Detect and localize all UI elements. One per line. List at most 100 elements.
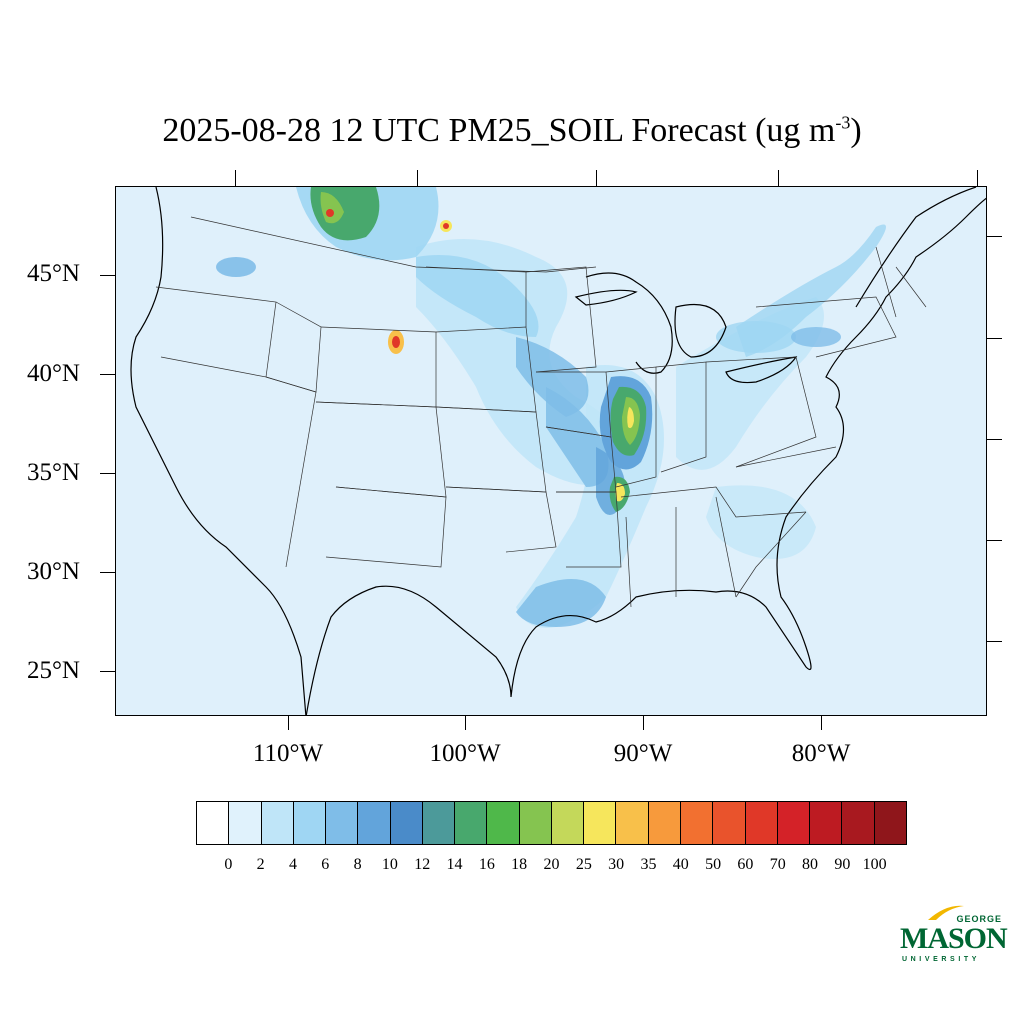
colorbar xyxy=(196,801,907,845)
border-arkansas-louisiana xyxy=(556,491,622,568)
colorbar-cell xyxy=(713,802,746,844)
right-tick xyxy=(987,236,1002,237)
border-oregon xyxy=(155,286,277,378)
top-tick xyxy=(977,170,978,186)
colorbar-label: 2 xyxy=(256,856,265,873)
top-tick xyxy=(417,170,418,186)
pm25-field xyxy=(216,187,886,628)
lon-tick xyxy=(465,716,466,730)
border-tennessee xyxy=(620,486,807,518)
colorbar-cell xyxy=(326,802,359,844)
colorbar-label: 16 xyxy=(478,856,495,873)
border-new-england xyxy=(875,246,927,318)
colorbar-label: 8 xyxy=(353,856,362,873)
colorbar-label: 20 xyxy=(543,856,560,873)
colorbar-label: 6 xyxy=(321,856,330,873)
border-gulf-states xyxy=(625,496,737,608)
plume-southeast xyxy=(706,485,816,559)
state-borders xyxy=(155,216,927,608)
lat-tick xyxy=(100,374,115,375)
border-new-mexico xyxy=(325,486,447,568)
colorbar-cell xyxy=(229,802,262,844)
hotspot-wyoming-core xyxy=(392,336,400,348)
colorbar-label: 25 xyxy=(575,856,592,873)
map-title: 2025-08-28 12 UTC PM25_SOIL Forecast (ug… xyxy=(0,112,1024,150)
west-coast xyxy=(130,187,307,715)
lat-tick xyxy=(100,473,115,474)
title-text: 2025-08-28 12 UTC PM25_SOIL Forecast (ug… xyxy=(162,112,836,149)
colorbar-label: 35 xyxy=(640,856,657,873)
hotspot-manitoba-core xyxy=(443,223,449,229)
border-georgia xyxy=(735,511,807,598)
border-minnesota xyxy=(525,266,597,373)
lake-superior xyxy=(574,289,638,306)
colorbar-cell xyxy=(648,802,681,844)
colorbar-cell xyxy=(551,802,585,844)
colorbar-cell xyxy=(422,802,456,844)
colorbar-cell xyxy=(842,802,875,844)
lon-label-90: 90°W xyxy=(613,740,673,767)
colorbar-cell xyxy=(584,802,617,844)
colorbar-label: 70 xyxy=(769,856,786,873)
lat-label-45: 45°N xyxy=(26,260,80,287)
colorbar-label: 4 xyxy=(288,856,297,873)
plume-missouri xyxy=(546,387,609,487)
lat-tick xyxy=(100,572,115,573)
right-tick xyxy=(987,439,1002,440)
map-panel xyxy=(115,186,987,716)
lat-tick xyxy=(100,275,115,276)
colorbar-cell xyxy=(293,802,327,844)
south-east-coast xyxy=(305,197,986,715)
plume-ohio xyxy=(716,321,796,353)
lon-tick xyxy=(821,716,822,730)
plume-pennsylvania xyxy=(791,327,841,347)
colorbar-label: 40 xyxy=(672,856,689,873)
lon-label-110: 110°W xyxy=(252,740,324,767)
coastlines xyxy=(130,187,986,715)
colorbar-cell xyxy=(455,802,488,844)
lon-label-80: 80°W xyxy=(791,740,851,767)
plume-louisiana xyxy=(516,579,606,627)
colorbar-cell xyxy=(261,802,294,844)
colorbar-label: 30 xyxy=(608,856,625,873)
map-svg xyxy=(116,187,986,715)
colorbar-label: 60 xyxy=(737,856,754,873)
colorbar-label: 0 xyxy=(224,856,233,873)
lat-tick xyxy=(100,671,115,672)
border-ny-pa xyxy=(755,296,897,358)
lake-erie xyxy=(725,356,798,384)
border-ohio-wv xyxy=(705,356,817,468)
plume-iowa xyxy=(516,337,589,417)
lat-label-25: 25°N xyxy=(26,657,80,684)
border-virginia xyxy=(735,446,837,468)
plume-dakotas xyxy=(416,255,539,337)
border-illinois xyxy=(605,366,657,488)
colorbar-cell xyxy=(745,802,778,844)
colorbar-label: 14 xyxy=(446,856,463,873)
colorbar-cell xyxy=(777,802,811,844)
colorbar-cell xyxy=(197,802,230,844)
hotspot-illinois-core xyxy=(627,407,634,429)
lon-label-100: 100°W xyxy=(429,740,501,767)
lake-michigan-shore xyxy=(585,272,673,374)
colorbar-label: 100 xyxy=(862,856,887,873)
border-nevada xyxy=(265,376,317,568)
colorbar-label: 10 xyxy=(381,856,398,873)
top-tick xyxy=(596,170,597,186)
colorbar-cell xyxy=(874,802,906,844)
lon-tick xyxy=(643,716,644,730)
logo-george: GEORGE xyxy=(956,914,1002,924)
hotspot-canada-core xyxy=(326,209,334,217)
lon-tick xyxy=(288,716,289,730)
colorbar-cell xyxy=(680,802,714,844)
gmu-logo: GEORGE MASON UNIVERSITY xyxy=(896,902,1008,968)
lat-label-40: 40°N xyxy=(26,360,80,387)
title-exponent: -3 xyxy=(835,112,851,133)
colorbar-cell xyxy=(810,802,843,844)
colorbar-cell xyxy=(390,802,423,844)
right-tick xyxy=(987,641,1002,642)
colorbar-cell xyxy=(358,802,391,844)
plume-idaho xyxy=(216,257,256,277)
border-oklahoma xyxy=(445,486,557,553)
colorbar-label: 50 xyxy=(705,856,722,873)
